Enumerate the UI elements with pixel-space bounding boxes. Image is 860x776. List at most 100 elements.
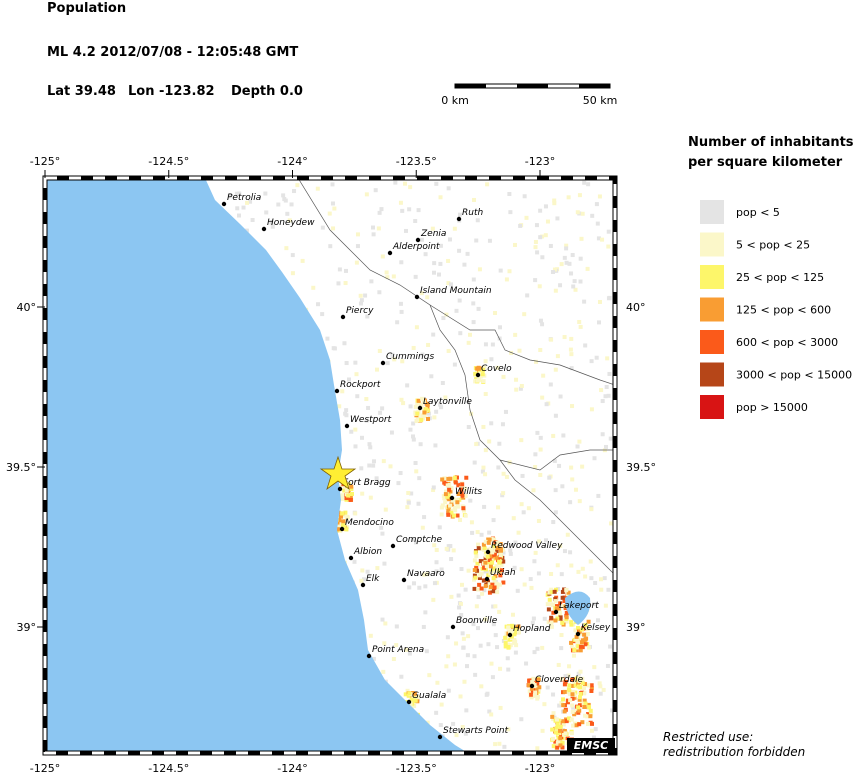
pop-cell <box>446 476 451 481</box>
pop-cell <box>454 641 459 646</box>
pop-cell <box>570 253 575 258</box>
pop-cell <box>486 540 491 545</box>
pop-cell <box>389 430 394 435</box>
lon: Lon -123.82 <box>128 84 215 99</box>
town-dot <box>575 631 581 637</box>
pop-cell <box>608 436 613 441</box>
pop-cell <box>509 350 514 355</box>
pop-cell <box>413 404 418 409</box>
pop-cell <box>446 654 451 659</box>
pop-cell <box>484 564 489 569</box>
pop-cell <box>536 687 541 692</box>
pop-cell <box>411 421 416 426</box>
pop-cell <box>596 493 601 498</box>
pop-cell <box>452 505 457 510</box>
pop-cell <box>575 444 580 449</box>
pop-cell <box>487 439 492 444</box>
pop-cell <box>380 617 385 622</box>
pop-cell <box>496 465 501 470</box>
town-label: Willits <box>455 487 482 497</box>
pop-cell <box>459 487 464 492</box>
pop-cell <box>483 539 488 544</box>
pop-cell <box>513 650 518 655</box>
pop-cell <box>488 553 493 558</box>
pop-cell <box>359 578 364 583</box>
pop-cell <box>377 210 382 215</box>
pop-cell <box>235 206 240 211</box>
pop-cell <box>434 409 439 414</box>
pop-cell <box>487 537 492 542</box>
pop-cell <box>456 491 461 496</box>
pop-cell <box>472 586 477 591</box>
town-dot <box>348 555 354 561</box>
pop-cell <box>551 602 556 607</box>
pop-cell <box>380 531 385 536</box>
pop-cell <box>575 641 580 646</box>
pop-cell <box>363 293 368 298</box>
pop-cell <box>529 686 534 691</box>
pop-cell <box>475 568 480 573</box>
pop-cell <box>545 219 550 224</box>
pop-cell <box>503 635 508 640</box>
pop-cell <box>332 206 337 211</box>
lon-label: -123.5° <box>396 762 437 775</box>
pop-cell <box>441 316 446 321</box>
pop-cell <box>583 682 588 687</box>
pop-cell <box>509 634 514 639</box>
pop-cell <box>553 413 558 418</box>
pop-cell <box>341 519 346 524</box>
pop-cell <box>562 619 567 624</box>
pop-cell <box>394 624 399 629</box>
pop-cell <box>544 538 549 543</box>
pop-cell <box>495 645 500 650</box>
pop-cell <box>287 218 292 223</box>
pop-cell <box>583 637 588 642</box>
town-label: Laytonville <box>423 397 472 407</box>
pop-cell <box>553 367 558 372</box>
pop-cell <box>380 406 385 411</box>
pop-cell <box>607 295 612 300</box>
pop-cell <box>493 569 498 574</box>
pop-cell <box>582 704 587 709</box>
pop-cell <box>518 223 523 228</box>
pop-cell <box>311 285 316 290</box>
pop-cell <box>558 743 563 748</box>
pop-cell <box>455 504 460 509</box>
pop-cell <box>463 493 468 498</box>
pop-cell <box>250 218 255 223</box>
pop-cell <box>425 720 430 725</box>
pop-cell <box>481 424 486 429</box>
pop-cell <box>534 687 539 692</box>
pop-cell <box>494 564 499 569</box>
pop-cell <box>439 702 444 707</box>
pop-cell <box>460 725 465 729</box>
pop-cell <box>549 621 554 626</box>
pop-cell <box>424 649 429 654</box>
pop-cell <box>494 555 499 560</box>
pop-cell <box>505 656 510 661</box>
pop-cell <box>477 573 482 578</box>
pop-cell <box>573 628 578 633</box>
pop-cell <box>545 602 550 607</box>
pop-cell <box>563 604 568 609</box>
pop-cell <box>487 557 492 562</box>
pop-cell <box>476 587 481 592</box>
pop-cell <box>431 332 436 337</box>
pop-cell <box>452 513 457 518</box>
pop-cell <box>470 530 475 535</box>
pop-cell <box>413 698 418 703</box>
pop-cell <box>582 698 587 703</box>
pop-cell <box>528 577 533 582</box>
pop-cell <box>491 556 496 561</box>
legend-label: pop > 15000 <box>736 401 808 414</box>
legend-swatch <box>700 297 724 322</box>
pop-cell <box>491 622 496 627</box>
pop-cell <box>580 211 585 216</box>
pop-cell <box>548 243 553 248</box>
pop-cell <box>480 372 485 377</box>
pop-cell <box>457 248 462 253</box>
pop-cell <box>364 418 369 423</box>
pop-cell <box>569 271 574 276</box>
pop-cell <box>512 640 517 645</box>
pop-cell <box>362 577 367 582</box>
